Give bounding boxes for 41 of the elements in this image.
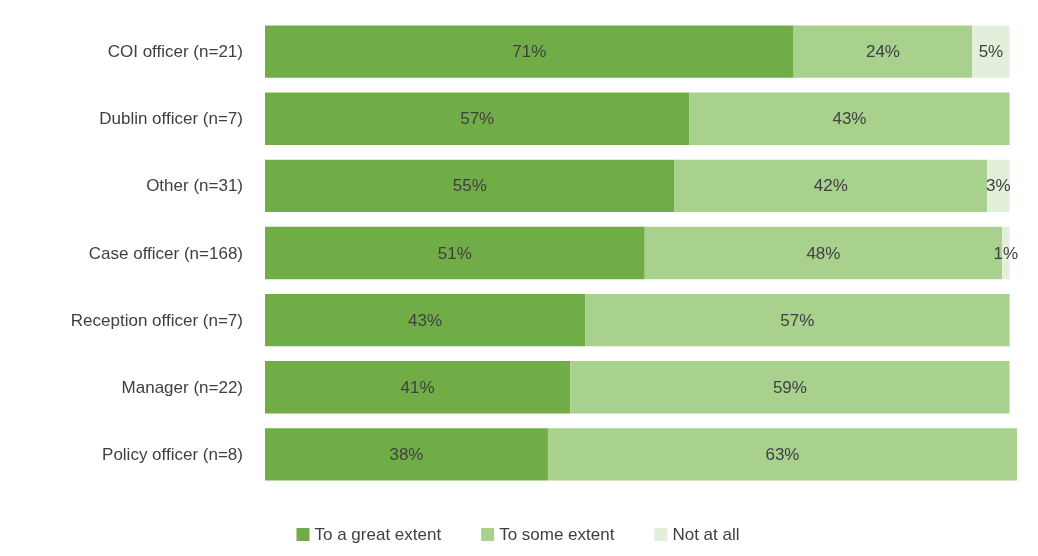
bar <box>689 92 1010 145</box>
data-label: 57% <box>460 109 495 129</box>
bar <box>265 226 645 280</box>
y-tick-label: Reception officer (n=7) <box>70 310 243 330</box>
data-label: 43% <box>408 310 443 330</box>
data-label: 41% <box>400 377 435 397</box>
bar <box>265 428 548 481</box>
legend-label: To some extent <box>499 525 615 544</box>
data-label: 3% <box>986 176 1011 196</box>
bar <box>265 159 675 213</box>
data-label: 42% <box>813 176 848 196</box>
y-tick-label: COI officer (n=21) <box>107 42 243 62</box>
bar <box>265 92 690 145</box>
data-label: 59% <box>772 377 807 397</box>
bar <box>265 25 794 78</box>
y-tick-label: Case officer (n=168) <box>88 243 243 263</box>
data-label: 55% <box>452 176 487 196</box>
data-label: 57% <box>780 310 815 330</box>
bar <box>547 428 1017 481</box>
bar <box>793 25 973 78</box>
bar <box>972 25 1010 78</box>
legend-label: Not at all <box>672 525 740 544</box>
data-label: 51% <box>437 243 472 263</box>
data-label: 71% <box>512 42 547 62</box>
y-tick-label: Manager (n=22) <box>121 377 243 397</box>
data-label: 43% <box>832 109 867 129</box>
legend-label: To a great extent <box>314 525 442 544</box>
bar <box>674 159 988 213</box>
data-label: 38% <box>389 444 424 464</box>
y-tick-label: Other (n=31) <box>146 176 243 196</box>
data-label: 24% <box>865 42 900 62</box>
bar <box>585 293 1010 347</box>
bar <box>265 293 586 347</box>
data-label: 5% <box>978 42 1004 62</box>
bar <box>265 361 571 414</box>
y-tick-label: Policy officer (n=8) <box>102 444 243 464</box>
data-label: 63% <box>765 444 800 464</box>
y-tick-label: Dublin officer (n=7) <box>99 109 243 129</box>
data-label: 48% <box>806 243 841 263</box>
bar <box>570 361 1010 414</box>
data-label: 1% <box>993 243 1019 263</box>
